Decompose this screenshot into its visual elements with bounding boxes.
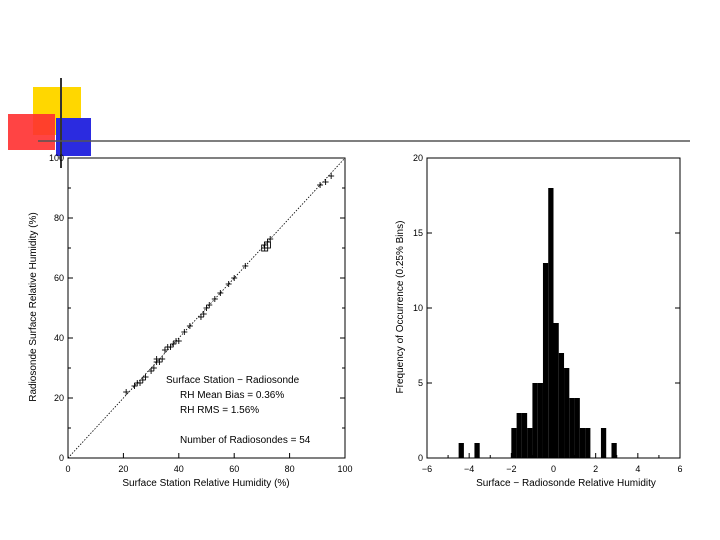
scatter-y-tick-label: 60 [54, 273, 64, 283]
scatter-point [231, 275, 238, 281]
histogram-bar [474, 443, 480, 458]
scatter-point [267, 236, 274, 242]
scatter-point [197, 314, 204, 320]
histogram-x-tick-label: −4 [464, 464, 474, 474]
scatter-point [242, 263, 249, 269]
histogram-y-tick-label: 5 [418, 378, 423, 388]
scatter-point [150, 365, 157, 371]
histogram-y-tick-label: 0 [418, 453, 423, 463]
histogram-y-tick-label: 10 [413, 303, 423, 313]
scatter-y-tick-label: 40 [54, 333, 64, 343]
histogram-bar [516, 413, 522, 458]
scatter-y-tick-label: 0 [59, 453, 64, 463]
histogram-bar [579, 428, 586, 458]
scatter-x-tick-label: 60 [229, 464, 239, 474]
scatter-annotation: Surface Station − Radiosonde RH Mean Bia… [166, 375, 311, 446]
scatter-point [181, 329, 188, 335]
scatter-point [148, 368, 155, 374]
scatter-point [123, 389, 130, 395]
scatter-point [203, 305, 210, 311]
scatter-point [131, 383, 138, 389]
scatter-point [322, 179, 329, 185]
histogram-y-ticks: 0 5 10 15 20 [413, 153, 680, 463]
histogram-bar [532, 383, 538, 458]
histogram-bar [511, 428, 517, 458]
scatter-point [175, 338, 182, 344]
histogram-bar [558, 353, 565, 458]
histogram-bar [542, 263, 549, 458]
histogram-x-ticks: −6 −4 −2 0 2 4 6 [422, 453, 683, 474]
histogram-bar [548, 188, 554, 458]
histogram-y-tick-label: 20 [413, 153, 423, 163]
histogram-y-axis-label: Frequency of Occurrence (0.25% Bins) [395, 221, 406, 394]
histogram-bar [553, 323, 559, 458]
scatter-point [328, 173, 335, 179]
scatter-x-tick-label: 40 [174, 464, 184, 474]
scatter-x-tick-label: 100 [337, 464, 352, 474]
histogram-bar [521, 413, 528, 458]
scatter-point [159, 356, 166, 362]
scatter-y-tick-label: 20 [54, 393, 64, 403]
histogram-x-axis-label: Surface − Radiosonde Relative Humidity [476, 478, 656, 489]
scatter-x-tick-label: 80 [285, 464, 295, 474]
scatter-point [200, 311, 207, 317]
scatter-point [206, 302, 213, 308]
scatter-x-axis-label: Surface Station Relative Humidity (%) [122, 478, 289, 489]
histogram-x-tick-label: −2 [506, 464, 516, 474]
histogram-bar [574, 398, 580, 458]
scatter-x-tick-label: 20 [118, 464, 128, 474]
histogram-bar [458, 443, 464, 458]
scatter-x-tick-label: 0 [65, 464, 70, 474]
scatter-point [225, 281, 232, 287]
scatter-point [161, 347, 168, 353]
histogram-bar [527, 428, 533, 458]
histogram-bar [564, 368, 570, 458]
scatter-point [186, 323, 193, 329]
scatter-square-marker [263, 241, 271, 249]
scatter-point [167, 344, 174, 350]
histogram-bar [585, 428, 591, 458]
histogram-bar [537, 383, 543, 458]
annotation-line-4: Number of Radiosondes = 54 [180, 435, 311, 446]
annotation-line-2: RH Mean Bias = 0.36% [180, 390, 284, 401]
scatter-y-tick-label: 80 [54, 213, 64, 223]
histogram-x-tick-label: −6 [422, 464, 432, 474]
histogram-x-tick-label: 0 [551, 464, 556, 474]
annotation-line-3: RH RMS = 1.56% [180, 405, 259, 416]
scatter-point [139, 377, 146, 383]
histogram-bar [600, 428, 607, 458]
scatter-y-axis-label: Radiosonde Surface Relative Humidity (%) [28, 212, 39, 402]
scatter-point [153, 356, 160, 362]
scatter-point [156, 359, 163, 365]
histogram-bar [611, 443, 617, 458]
scatter-y-ticks: 0 20 40 60 80 100 [49, 153, 345, 463]
scatter-y-tick-label: 100 [49, 153, 64, 163]
histogram-x-tick-label: 2 [593, 464, 598, 474]
scatter-point [211, 296, 218, 302]
deco-red-square [8, 114, 55, 150]
histogram-y-tick-label: 15 [413, 228, 423, 238]
annotation-line-1: Surface Station − Radiosonde [166, 375, 300, 386]
scatter-point [317, 182, 324, 188]
scatter-point [142, 374, 149, 380]
scatter-points [123, 173, 335, 395]
scatter-x-ticks: 0 20 40 60 80 100 [65, 453, 353, 474]
scatter-point [170, 341, 177, 347]
scatter-point [137, 380, 144, 386]
histogram-x-tick-label: 4 [635, 464, 640, 474]
histogram-x-tick-label: 6 [677, 464, 682, 474]
histogram-bar [569, 398, 575, 458]
scatter-point [217, 290, 224, 296]
histogram-bars [458, 188, 617, 458]
